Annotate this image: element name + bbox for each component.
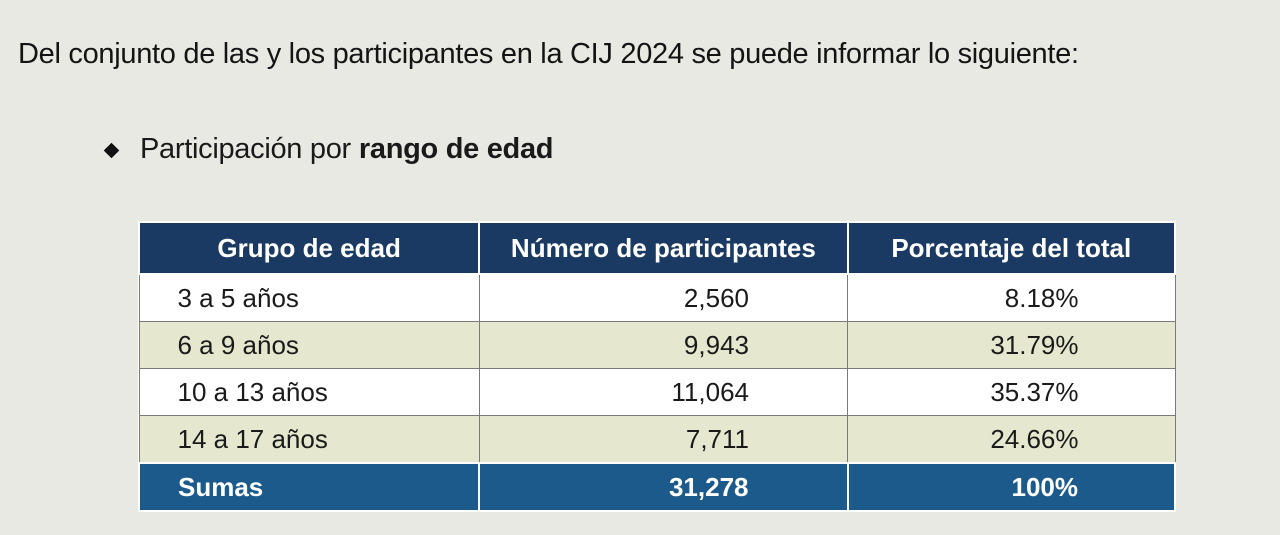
cell-age-group: 6 a 9 años (138, 321, 480, 369)
cell-total-label: Sumas (137, 462, 481, 512)
age-participation-table: Grupo de edad Número de participantes Po… (137, 221, 1176, 512)
cell-percentage: 8.18% (847, 273, 1176, 322)
cell-percentage: 35.37% (847, 368, 1176, 416)
bullet-text-bold: rango de edad (358, 133, 554, 165)
table-row: 6 a 9 años 9,943 31.79% (138, 321, 1176, 369)
cell-participants: 7,711 (478, 415, 849, 464)
bullet-text: Participación por (140, 133, 351, 165)
cell-percentage: 31.79% (847, 321, 1176, 369)
table-row: 10 a 13 años 11,064 35.37% (138, 368, 1176, 416)
cell-participants: 11,064 (478, 368, 849, 416)
diamond-bullet-icon (103, 142, 120, 159)
cell-participants: 2,560 (478, 273, 849, 322)
column-header-participants: Número de participantes (478, 221, 849, 275)
table-total-row: Sumas 31,278 100% (137, 462, 1176, 512)
cell-percentage: 24.66% (847, 415, 1176, 464)
cell-total-participants: 31,278 (478, 462, 849, 512)
column-header-age-group: Grupo de edad (137, 221, 481, 275)
cell-age-group: 3 a 5 años (138, 273, 480, 322)
bullet-item-age-range: Participación por rango de edad (103, 133, 554, 166)
table-row: 3 a 5 años 2,560 8.18% (138, 273, 1176, 322)
cell-age-group: 14 a 17 años (138, 415, 480, 464)
table-header-row: Grupo de edad Número de participantes Po… (137, 221, 1176, 275)
cell-age-group: 10 a 13 años (138, 368, 480, 416)
table-row: 14 a 17 años 7,711 24.66% (138, 415, 1176, 464)
cell-total-percentage: 100% (846, 462, 1176, 512)
column-header-percentage: Porcentaje del total (846, 221, 1176, 275)
cell-participants: 9,943 (478, 321, 849, 369)
intro-text: Del conjunto de las y los participantes … (18, 38, 1079, 70)
